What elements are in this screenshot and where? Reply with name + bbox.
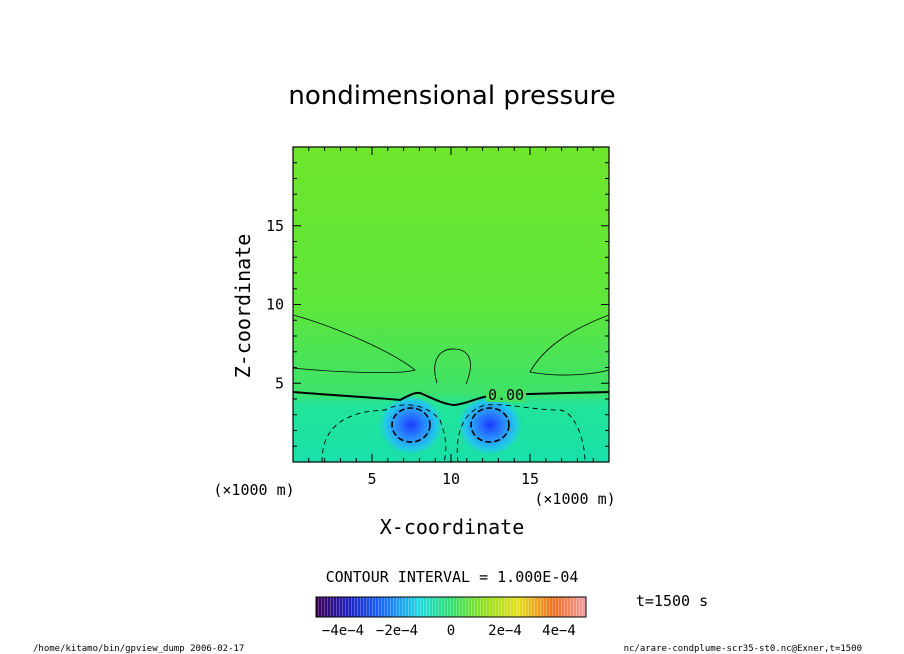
negative-minimum-left [379,395,443,455]
contour-line-left [293,314,416,373]
colorbar-tick-label: −4e−4 [322,623,364,639]
x-axis-label: X-coordinate [380,515,525,539]
contour-line-right [529,314,609,376]
time-label: t=1500 s [636,592,708,610]
x-tick-label: 15 [521,470,539,488]
dashed-ring-right [470,407,510,443]
contour-line-center [434,348,471,385]
colorbar-tick-label: −2e−4 [376,623,418,639]
colorbar-tick-label: 0 [447,623,455,639]
dashed-contour-left [321,404,447,462]
dashed-contour-right [456,404,586,462]
colorbar-tick-label: 4e−4 [542,623,576,639]
negative-minimum-right [458,395,522,455]
x-axis-ticks: 5 10 15 [308,147,594,488]
colorbar-frame [315,596,587,618]
field-background [293,147,609,462]
contour-label: 0.00 [488,386,524,404]
y-axis-label: Z-coordinate [231,234,255,379]
y-tick-label: 15 [266,217,284,235]
y-tick-label: 10 [266,296,284,314]
x-tick-label: 5 [367,470,376,488]
footer-left: /home/kitamo/bin/gpview_dump 2006-02-17 [33,644,244,654]
y-axis-ticks: 5 10 15 [266,162,609,447]
x-unit-label: (×1000 m) [534,490,615,508]
y-tick-label: 5 [275,374,284,392]
colorbar-tick-labels: −4e−4 −2e−4 0 2e−4 4e−4 [322,623,576,639]
contour-field [293,147,609,462]
chart-title: nondimensional pressure [288,81,615,111]
contour-label-bg [486,388,526,402]
y-unit-label: (×1000 m) [213,481,294,499]
x-tick-label: 10 [442,470,460,488]
footer-right: nc/arare-condplume-scr35-st0.nc@Exner,t=… [624,644,862,654]
colorbar-tick-label: 2e−4 [488,623,522,639]
colorbar-stripes [316,597,586,617]
contour-interval: CONTOUR INTERVAL = 1.000E-04 [326,568,579,586]
dashed-ring-left [391,407,431,443]
